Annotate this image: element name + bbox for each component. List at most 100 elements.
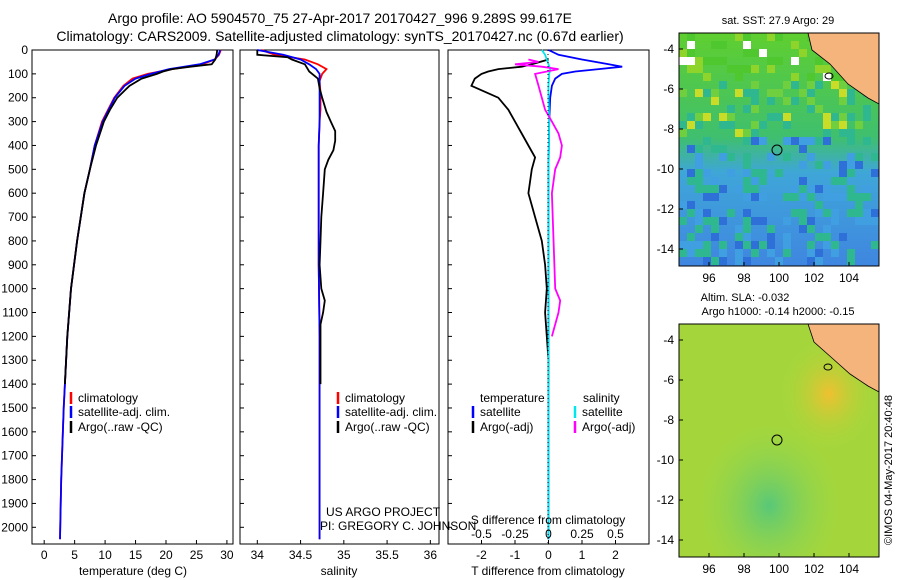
sst-pixel — [703, 185, 711, 193]
sst-pixel — [815, 185, 823, 193]
sst-pixel — [751, 177, 759, 185]
map-x-tick-label: 104 — [839, 271, 859, 285]
sst-pixel — [703, 89, 711, 97]
sst-pixel — [687, 249, 695, 257]
sst-pixel — [759, 241, 767, 249]
sst-pixel — [847, 161, 855, 169]
map-y-tick-label: -12 — [657, 493, 675, 507]
sst-pixel — [815, 161, 823, 169]
s-tick-label: 0 — [545, 527, 552, 541]
sst-pixel — [759, 121, 767, 129]
sst-pixel — [679, 217, 687, 225]
sst-pixel — [847, 129, 855, 137]
sst-pixel — [743, 137, 751, 145]
depth-tick-label: 0 — [21, 43, 28, 57]
sst-pixel — [863, 137, 871, 145]
series-line-satellite — [547, 49, 623, 540]
sst-pixel — [727, 121, 735, 129]
sst-pixel — [735, 233, 743, 241]
sst-pixel — [775, 57, 783, 65]
sst-pixel — [799, 49, 807, 57]
depth-tick-label: 100 — [8, 67, 28, 81]
sst-pixel — [807, 81, 815, 89]
sst-pixel — [743, 233, 751, 241]
depth-tick-label: 700 — [8, 210, 28, 224]
sst-pixel — [807, 73, 815, 81]
sst-pixel — [823, 121, 831, 129]
x-tick-label: 36 — [424, 548, 438, 562]
sst-pixel — [759, 49, 767, 57]
map-y-tick-label: -12 — [657, 202, 675, 216]
difference-profile-plot: -2 -1 0 1 2 — [470, 49, 623, 562]
sst-pixel — [743, 65, 751, 73]
sst-pixel — [695, 225, 703, 233]
sst-pixel — [743, 89, 751, 97]
sst-pixel — [783, 249, 791, 257]
sst-pixel — [687, 233, 695, 241]
series-line-satellite-adj--clim- — [59, 49, 222, 540]
sst-pixel — [847, 97, 855, 105]
sst-pixel — [823, 129, 831, 137]
map-y-tick-label: -8 — [663, 413, 674, 427]
sst-pixel — [799, 177, 807, 185]
depth-tick-label: 1800 — [1, 473, 28, 487]
depth-tick-label: 900 — [8, 258, 28, 272]
sst-pixel — [679, 129, 687, 137]
sst-pixel — [687, 49, 695, 57]
sst-pixel — [799, 193, 807, 201]
sst-pixel — [711, 57, 719, 65]
sst-pixel — [743, 129, 751, 137]
sst-pixel — [831, 121, 839, 129]
sst-pixel — [687, 113, 695, 121]
sst-pixel — [767, 241, 775, 249]
depth-tick-label: 500 — [8, 162, 28, 176]
sst-pixel — [703, 217, 711, 225]
legend-climatology: climatology — [345, 391, 405, 405]
sst-pixel — [767, 233, 775, 241]
sst-pixel — [703, 57, 711, 65]
x-tick-label: 35.5 — [375, 548, 399, 562]
sst-pixel — [759, 177, 767, 185]
sst-pixel — [751, 249, 759, 257]
sst-pixel — [839, 177, 847, 185]
depth-tick-label: 1700 — [1, 449, 28, 463]
sst-pixel — [839, 169, 847, 177]
sst-pixel — [703, 193, 711, 201]
sst-pixel — [743, 41, 751, 49]
depth-tick-label: 1600 — [1, 425, 28, 439]
sst-pixel — [735, 129, 743, 137]
sst-pixel — [703, 73, 711, 81]
sst-pixel — [815, 209, 823, 217]
depth-tick-label: 1900 — [1, 496, 28, 510]
sst-pixel — [719, 113, 727, 121]
sst-pixel — [807, 249, 815, 257]
sst-pixel — [791, 193, 799, 201]
sst-pixel — [823, 73, 831, 81]
sst-pixel — [735, 241, 743, 249]
sst-pixel — [799, 161, 807, 169]
sst-pixel — [847, 153, 855, 161]
sst-pixel — [743, 161, 751, 169]
sst-map-title: sat. SST: 27.9 Argo: 29 — [722, 15, 835, 27]
sst-pixel — [807, 105, 815, 113]
map-x-tick-label: 98 — [737, 562, 751, 576]
legend-satellite-adj: satellite-adj. clim. — [78, 405, 170, 419]
sst-pixel — [751, 89, 759, 97]
s-tick-label: -0.5 — [471, 527, 492, 541]
sst-pixel — [831, 241, 839, 249]
sst-pixel — [823, 225, 831, 233]
sst-pixel — [823, 161, 831, 169]
legend-s-argo: Argo(-adj) — [582, 420, 635, 434]
sst-pixel — [767, 97, 775, 105]
sst-pixel — [743, 153, 751, 161]
sst-pixel — [743, 241, 751, 249]
sst-pixel — [815, 249, 823, 257]
sst-pixel — [791, 73, 799, 81]
legend-satellite-adj: satellite-adj. clim. — [345, 405, 437, 419]
sst-pixel — [823, 193, 831, 201]
sst-map: sat. SST: 27.9 Argo: 29 -4 -6 -8 -10 -12 -14 9… — [657, 15, 880, 285]
sst-pixel — [703, 249, 711, 257]
sst-pixel — [751, 129, 759, 137]
sst-pixel — [719, 145, 727, 153]
sst-pixel — [815, 257, 823, 265]
